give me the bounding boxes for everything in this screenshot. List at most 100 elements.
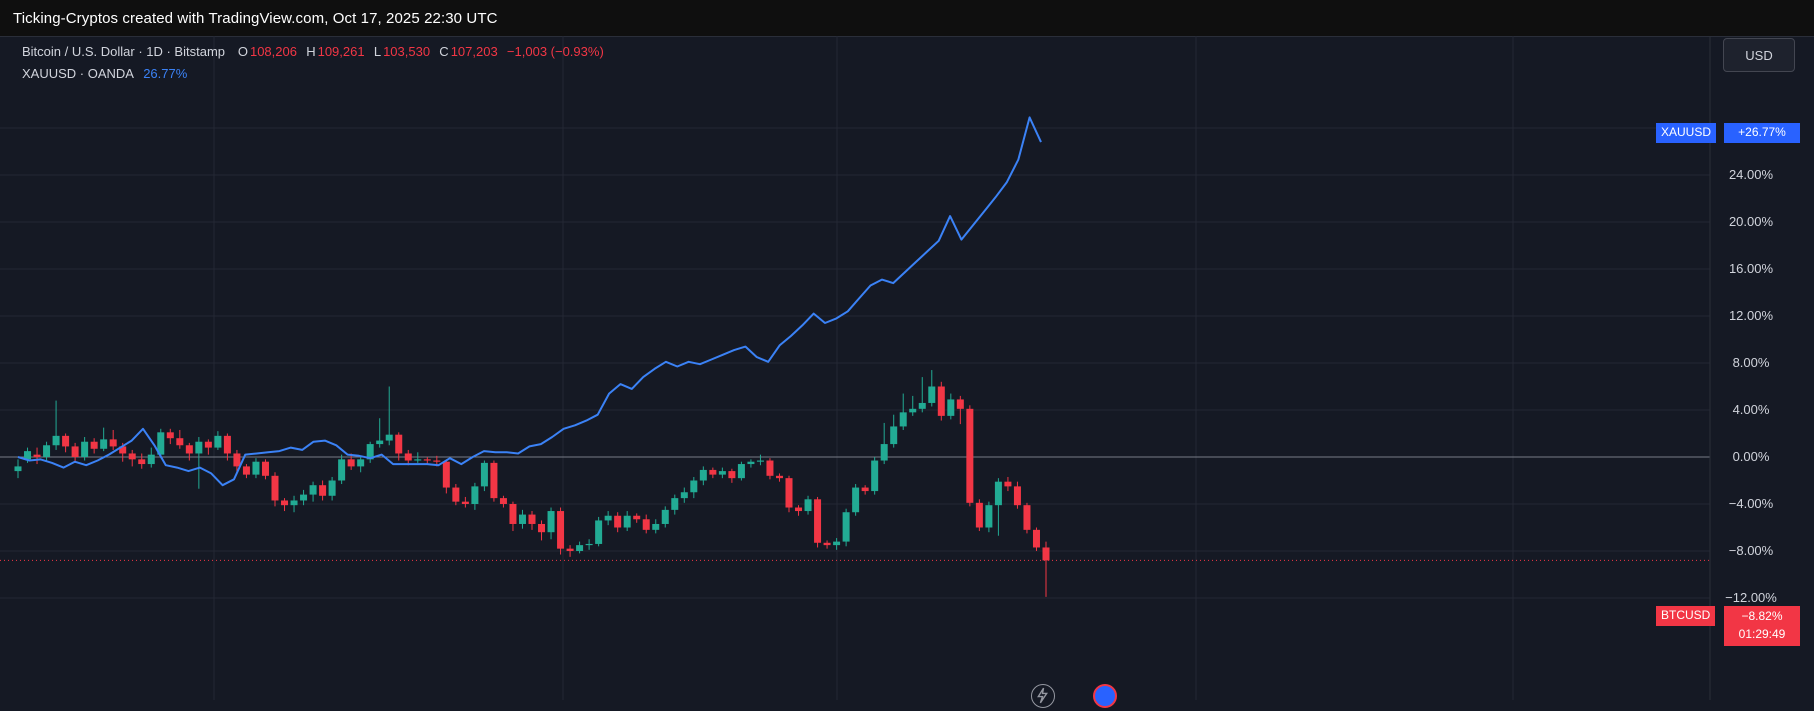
high-value: 109,261 [317,44,365,59]
btc-candle [747,461,755,465]
price-chart[interactable]: 28.00%24.00%20.00%16.00%12.00%8.00%4.00%… [0,36,1814,700]
symbol-description[interactable]: Bitcoin / U.S. Dollar · 1D · Bitstamp [22,44,225,59]
btc-candle [766,460,774,476]
btcusd-price-tag-value: −8.82% 01:29:49 [1724,606,1800,646]
btc-candle [775,475,783,479]
y-tick-label: 12.00% [1729,308,1774,323]
btc-candle [252,461,260,475]
xauusd-price-tag-value: +26.77% [1724,123,1800,143]
btc-candle [604,515,612,521]
change-value: −1,003 (−0.93%) [506,44,604,59]
btc-candle [538,523,546,533]
lightning-icon[interactable] [1031,684,1055,708]
y-tick-label: −4.00% [1729,496,1774,511]
btc-candle [290,500,298,506]
btc-candle [376,440,384,445]
y-tick-label: 20.00% [1729,214,1774,229]
close-value: 107,203 [450,44,498,59]
compare-value: 26.77% [143,66,188,81]
btc-candle [1023,505,1031,530]
btc-candle [642,519,650,530]
btc-candle [756,460,764,462]
btc-candle [43,445,51,457]
xauusd-price-tag-name: XAUUSD [1656,123,1717,143]
y-tick-label: 4.00% [1733,402,1770,417]
btc-candle [652,523,660,530]
btc-candle [871,460,879,492]
btc-candle [1042,547,1050,561]
btc-candle [442,461,450,488]
btc-candle [804,499,812,512]
btc-candle [33,454,41,457]
btc-candle [347,459,355,467]
btc-candle [100,439,108,449]
btc-candle [928,386,936,403]
btc-candle [661,509,669,524]
btc-candle [899,412,907,427]
chart-area[interactable]: 28.00%24.00%20.00%16.00%12.00%8.00%4.00%… [0,36,1814,700]
btc-candle [852,487,860,513]
btc-candle [557,511,565,549]
close-label: C [439,44,449,59]
btc-candle [518,514,526,524]
btc-candle [842,512,850,542]
high-label: H [306,44,316,59]
btc-candle [566,548,574,551]
btc-candle [271,475,279,501]
btc-candle [909,408,917,413]
btc-candle [195,441,203,454]
btcusd-price-tag-name: BTCUSD [1656,606,1716,626]
currency-button[interactable]: USD [1723,38,1795,72]
btc-candle [357,459,365,467]
btc-candle [204,441,212,448]
open-label: O [237,44,248,59]
btc-candle [994,481,1002,506]
btc-candle [309,485,317,495]
btc-candle [147,454,155,465]
bar-countdown: 01:29:49 [1738,627,1786,641]
btc-candle [480,462,488,487]
legend-compare: XAUUSD · OANDA 26.77% [22,66,189,81]
btc-candle [814,499,822,543]
btc-candle [833,541,841,546]
btc-candle [785,478,793,508]
btc-candle [404,453,412,461]
btc-candle [623,515,631,528]
btc-candle [338,459,346,481]
y-tick-label: 24.00% [1729,167,1774,182]
btc-candle [633,515,641,520]
btc-candle [166,432,174,439]
btc-candle [1013,486,1021,506]
btc-candle [585,543,593,546]
btc-candle [709,469,717,475]
attribution-text: Ticking-Cryptos created with TradingView… [13,10,498,27]
btc-candle [690,480,698,493]
btc-candle [1004,481,1012,487]
btc-candle [1032,529,1040,548]
btc-candle [890,426,898,445]
btc-candle [614,515,622,528]
btc-candle [966,408,974,503]
btc-candle [528,514,536,524]
btc-candle [71,446,79,457]
btc-candle [985,505,993,528]
us-flag-icon[interactable] [1093,684,1117,708]
btc-candle [109,439,117,447]
open-value: 108,206 [249,44,297,59]
low-value: 103,530 [383,44,431,59]
btc-candle [718,471,726,475]
low-label: L [373,44,382,59]
btc-candle [975,502,983,528]
y-tick-label: −8.00% [1729,543,1774,558]
btc-candle [671,498,679,510]
btc-candle [366,444,374,460]
btc-candle [261,461,269,476]
btc-candle [281,500,289,506]
compare-symbol[interactable]: XAUUSD · OANDA [22,66,134,81]
btc-candle [128,453,136,460]
btc-candle [937,386,945,416]
btc-candle [956,399,964,409]
btc-candle [461,501,469,504]
btc-candle [795,507,803,512]
